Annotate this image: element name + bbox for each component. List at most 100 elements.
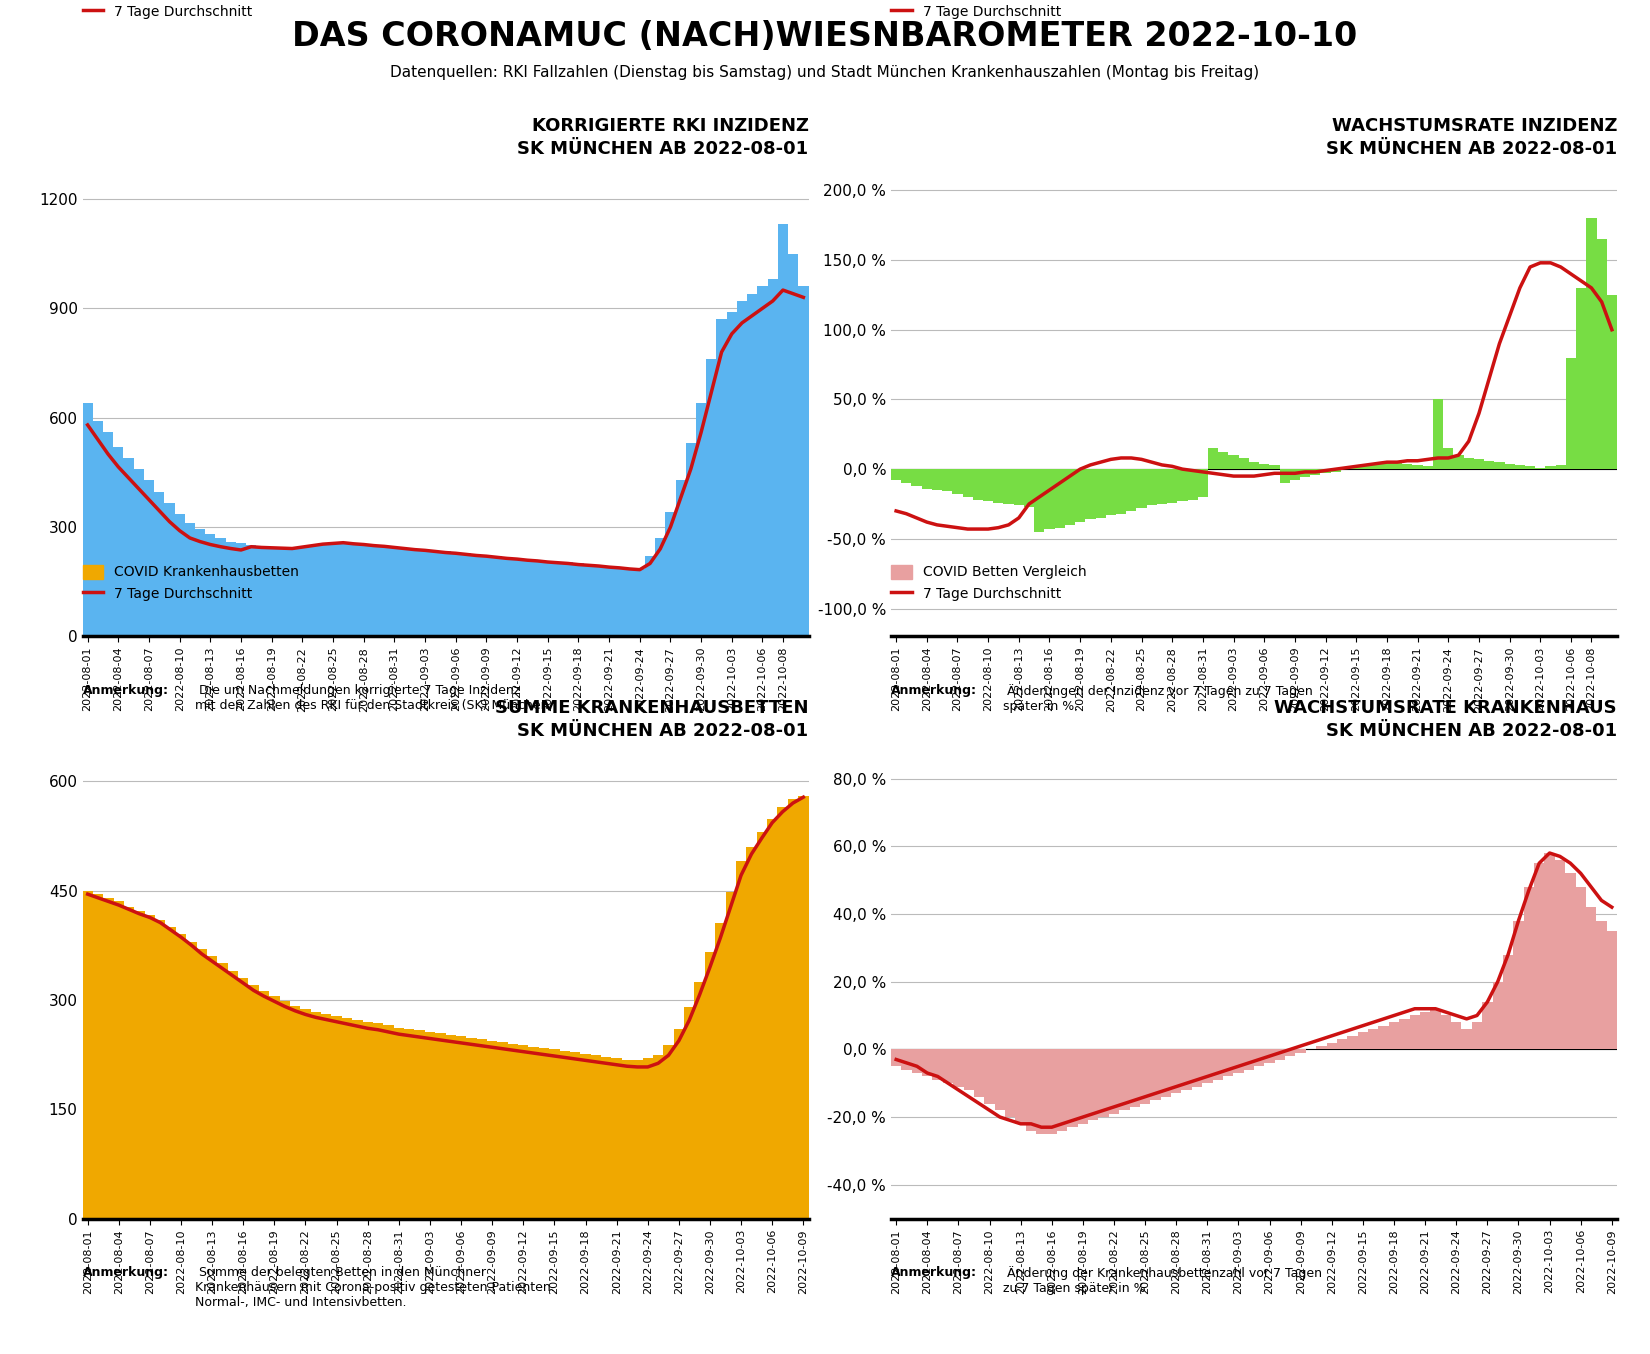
Bar (1450, 1022, 1462, 1049)
Bar (591, 1055, 601, 1219)
Bar (1310, 468, 1320, 475)
Bar (455, 1036, 467, 1219)
Bar (277, 548, 287, 636)
Bar (134, 911, 145, 1219)
Bar (1077, 1049, 1087, 1124)
Bar (738, 301, 747, 636)
Bar (441, 551, 450, 636)
Bar (1300, 468, 1310, 478)
Text: DAS CORONAMUC (NACH)WIESNBAROMETER 2022-10-10: DAS CORONAMUC (NACH)WIESNBAROMETER 2022-… (292, 20, 1358, 53)
Bar (922, 1049, 932, 1076)
Bar (716, 320, 726, 636)
Bar (424, 1032, 436, 1219)
Bar (1157, 468, 1167, 504)
Bar (1239, 458, 1249, 468)
Bar (594, 566, 604, 636)
Bar (102, 432, 114, 636)
Bar (962, 468, 973, 497)
Bar (1607, 295, 1617, 468)
Bar (502, 556, 512, 636)
Bar (952, 468, 962, 494)
Bar (1086, 468, 1096, 520)
Bar (1150, 1049, 1160, 1099)
Bar (104, 898, 114, 1219)
Bar (1285, 1049, 1295, 1056)
Bar (1361, 464, 1371, 468)
Bar (912, 1049, 922, 1072)
Bar (1493, 982, 1503, 1049)
Bar (249, 986, 259, 1219)
Bar (1317, 1045, 1327, 1049)
Bar (497, 1043, 508, 1219)
Bar (1295, 1049, 1305, 1053)
Bar (342, 1018, 351, 1219)
Bar (1378, 1026, 1389, 1049)
Bar (114, 447, 124, 636)
Bar (932, 468, 942, 490)
Bar (665, 512, 675, 636)
Bar (612, 1059, 622, 1219)
Bar (351, 1021, 363, 1219)
Bar (436, 1033, 446, 1219)
Bar (942, 1049, 954, 1083)
Bar (573, 563, 584, 636)
Bar (226, 542, 236, 636)
Bar (1586, 218, 1597, 468)
Bar (205, 535, 216, 636)
Bar (1371, 463, 1381, 468)
Bar (175, 515, 185, 636)
Bar (370, 546, 380, 636)
Bar (1064, 468, 1076, 525)
Bar (1208, 448, 1218, 468)
Bar (1482, 1002, 1493, 1049)
Bar (624, 567, 635, 636)
Bar (736, 861, 746, 1219)
Bar (942, 468, 952, 492)
Bar (1013, 468, 1025, 505)
Bar (124, 907, 134, 1219)
Bar (563, 562, 573, 636)
Bar (1188, 468, 1198, 500)
Bar (1336, 1040, 1348, 1049)
Bar (1444, 448, 1454, 468)
Bar (1566, 873, 1576, 1049)
Text: Änderung der Krankenhausbettenzahl vor 7 Tagen
zu 7 Tagen später in %: Änderung der Krankenhausbettenzahl vor 7… (1003, 1266, 1322, 1294)
Text: Anmerkung:: Anmerkung: (891, 684, 977, 697)
Bar (1269, 464, 1279, 468)
Text: KORRIGIERTE RKI INZIDENZ
SK MÜNCHEN AB 2022-08-01: KORRIGIERTE RKI INZIDENZ SK MÜNCHEN AB 2… (518, 116, 808, 158)
Bar (1464, 458, 1473, 468)
Bar (1576, 288, 1586, 468)
Bar (1534, 467, 1546, 468)
Bar (279, 1002, 290, 1219)
Bar (1327, 1043, 1337, 1049)
Bar (338, 543, 348, 636)
Bar (974, 1049, 985, 1097)
Bar (1264, 1049, 1275, 1063)
Bar (165, 504, 175, 636)
Bar (414, 1030, 424, 1219)
Bar (1130, 1049, 1140, 1108)
Bar (1223, 1049, 1233, 1076)
Bar (642, 1059, 653, 1219)
Bar (1503, 955, 1513, 1049)
Bar (218, 964, 228, 1219)
Bar (1399, 1020, 1409, 1049)
Bar (450, 552, 460, 636)
Bar (238, 978, 249, 1219)
Bar (404, 1029, 414, 1219)
Bar (467, 1037, 477, 1219)
Bar (581, 1053, 591, 1219)
Bar (1381, 462, 1393, 468)
Bar (1409, 1016, 1421, 1049)
Bar (1566, 357, 1576, 468)
Bar (394, 1028, 404, 1219)
Bar (553, 562, 563, 636)
Bar (543, 561, 553, 636)
Bar (540, 1048, 549, 1219)
Bar (1290, 468, 1300, 481)
Bar (446, 1034, 455, 1219)
Bar (228, 971, 238, 1219)
Bar (144, 479, 153, 636)
Bar (1607, 932, 1617, 1049)
Bar (964, 1049, 973, 1090)
